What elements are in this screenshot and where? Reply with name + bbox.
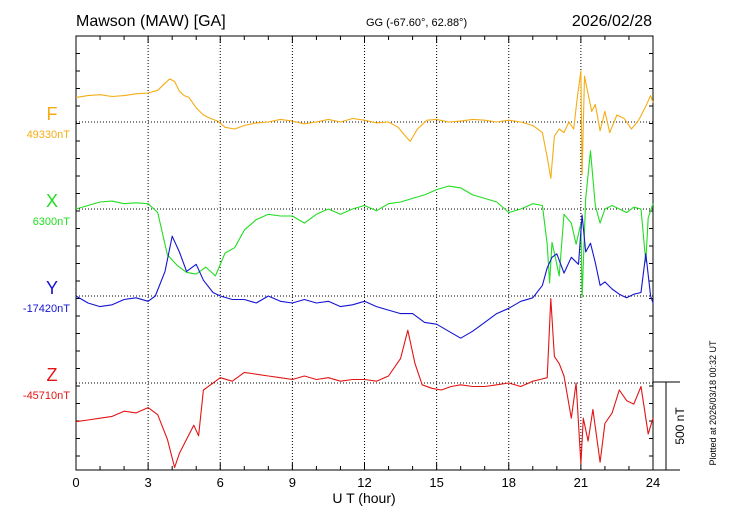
x-tick-label: 6 <box>217 475 224 490</box>
x-tick-label: 9 <box>289 475 296 490</box>
x-axis-label: U T (hour) <box>332 490 395 506</box>
series-line-f <box>75 70 654 179</box>
coordinates-label: GG (-67.60°, 62.88°) <box>366 17 467 29</box>
date-label: 2026/02/28 <box>572 13 652 30</box>
plotted-at-label: Plotted at 2026/03/18 00:32 UT <box>708 340 718 466</box>
baseline-label-y: -17420nT <box>23 303 70 315</box>
x-tick-label: 12 <box>357 475 371 490</box>
series-name-y: Y <box>46 278 58 298</box>
x-tick-label: 18 <box>502 475 516 490</box>
x-tick-label: 21 <box>574 475 588 490</box>
baseline-label-z: -45710nT <box>23 390 70 402</box>
series-name-z: Z <box>47 365 58 385</box>
series-line-y <box>75 214 654 339</box>
x-tick-label: 3 <box>145 475 152 490</box>
grid-lines <box>76 36 653 470</box>
x-tick-label: 15 <box>429 475 443 490</box>
baseline-label-x: 6300nT <box>33 216 71 228</box>
scale-bar-label: 500 nT <box>673 407 687 445</box>
series-group: F 49330nT X 6300nT Y -17420nT Z -45710nT <box>23 70 654 469</box>
x-axis-tick-labels: 0 3 6 9 12 15 18 21 24 <box>72 475 660 490</box>
series-name-f: F <box>47 104 58 124</box>
station-title: Mawson (MAW) [GA] <box>76 13 226 30</box>
scale-bar: 500 nT <box>653 381 687 471</box>
series-line-z <box>75 297 654 469</box>
x-tick-label: 24 <box>646 475 660 490</box>
x-axis-ticks <box>75 35 654 470</box>
x-tick-label: 0 <box>72 475 79 490</box>
baseline-label-f: 49330nT <box>27 129 71 141</box>
series-name-x: X <box>46 191 58 211</box>
series-line-x <box>75 150 654 298</box>
